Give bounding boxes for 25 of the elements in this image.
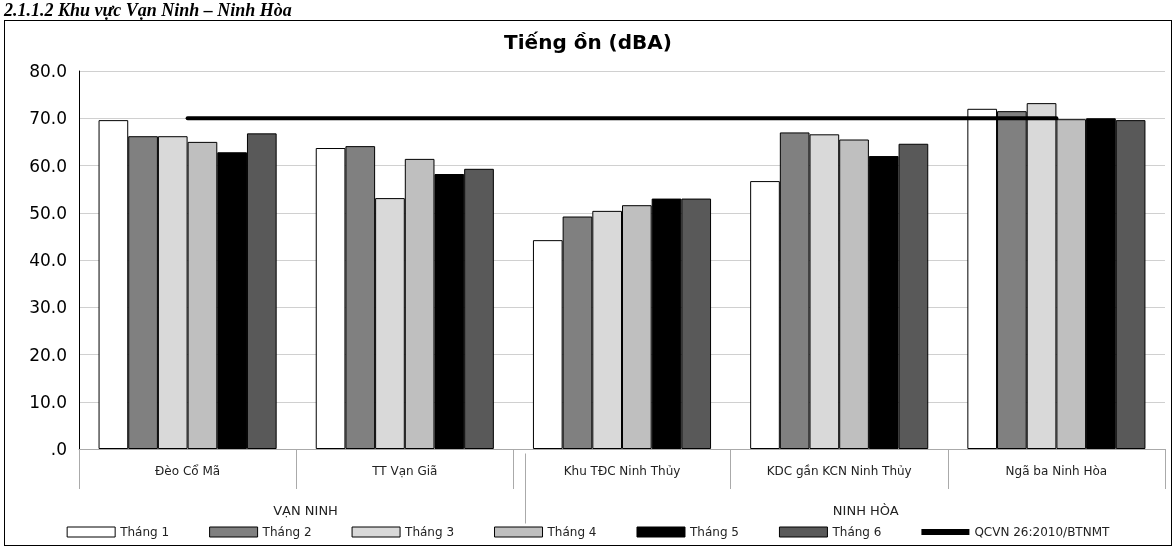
text: 2.1.1.2 Khu vực Vạn Ninh – Ninh Hòa [4,0,292,20]
legend-label: QCVN 26:2010/BTNMT [974,525,1111,539]
legend-label: Tháng 3 [404,525,455,539]
legend-label: Tháng 2 [261,525,312,539]
y-tick-label: 50.0 [29,202,67,223]
y-tick-label: 20.0 [29,344,67,365]
legend-label: Tháng 5 [688,525,739,539]
y-tick-label: 10.0 [29,391,67,412]
y-tick-label: 30.0 [29,297,67,318]
legend-label: Tháng 1 [119,525,170,539]
text: NINH HÒA [832,503,899,518]
y-tick-label: 40.0 [29,250,67,270]
x-tick-label: KDC gần KCN Ninh Thủy [766,464,912,478]
legend-label: Tháng 6 [831,525,882,539]
x-tick-label: Ngã ba Ninh Hòa [1005,464,1108,478]
y-tick-label: 70.0 [29,108,67,129]
y-tick-label: 60.0 [29,155,67,176]
y-tick-label: 80.0 [29,61,67,81]
legend-label: Tháng 4 [546,525,597,539]
y-tick-label: .0 [50,439,67,459]
x-tick-label: Khu TĐC Ninh Thủy [563,464,681,478]
text: VẠN NINH [273,503,338,518]
chart-title: Tiếng ồn (dBA) [504,30,672,54]
x-tick-label: TT Vạn Giã [371,464,438,478]
x-tick-label: Đèo Cổ Mã [155,464,221,478]
